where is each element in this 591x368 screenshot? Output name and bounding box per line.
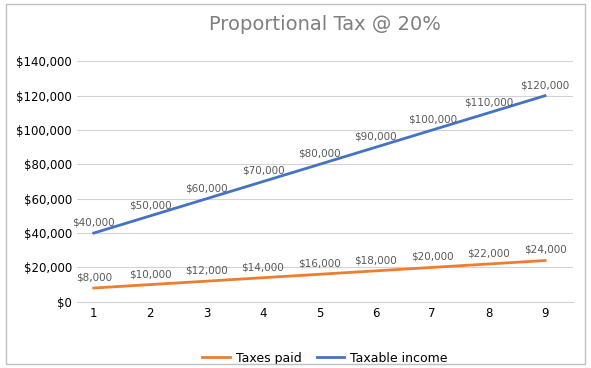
Text: $60,000: $60,000 [185,183,228,193]
Text: $16,000: $16,000 [298,259,341,269]
Taxes paid [259,276,267,280]
Text: $80,000: $80,000 [298,149,341,159]
Taxes paid [90,286,98,290]
Taxable income [203,197,210,201]
Taxable income [90,231,98,235]
Taxes paid [428,265,436,270]
Text: $10,000: $10,000 [129,269,171,279]
Taxable income [541,93,548,98]
Taxes paid [541,258,548,263]
Taxes paid [203,279,210,283]
Taxes paid [316,272,323,276]
Taxable income [428,128,436,132]
Taxes paid [147,282,154,287]
Line: Taxable income: Taxable income [94,96,545,233]
Text: $8,000: $8,000 [76,272,112,283]
Taxable income [147,214,154,218]
Text: $70,000: $70,000 [242,166,284,176]
Text: $40,000: $40,000 [73,217,115,227]
Text: $50,000: $50,000 [129,200,171,210]
Text: $110,000: $110,000 [464,97,513,107]
Text: $12,000: $12,000 [185,266,228,276]
Taxes paid [485,262,492,266]
Line: Taxes paid: Taxes paid [94,261,545,288]
Text: $22,000: $22,000 [467,248,510,258]
Taxable income [316,162,323,167]
Text: $24,000: $24,000 [524,245,566,255]
Taxable income [485,111,492,115]
Taxable income [372,145,379,149]
Text: $100,000: $100,000 [408,114,457,124]
Taxable income [259,179,267,184]
Text: $20,000: $20,000 [411,252,453,262]
Text: $18,000: $18,000 [355,255,397,265]
Title: Proportional Tax @ 20%: Proportional Tax @ 20% [209,15,441,34]
Text: $14,000: $14,000 [242,262,284,272]
Text: $120,000: $120,000 [521,80,570,90]
Text: $90,000: $90,000 [355,132,397,142]
Legend: Taxes paid, Taxable income: Taxes paid, Taxable income [197,347,453,368]
Taxes paid [372,269,379,273]
